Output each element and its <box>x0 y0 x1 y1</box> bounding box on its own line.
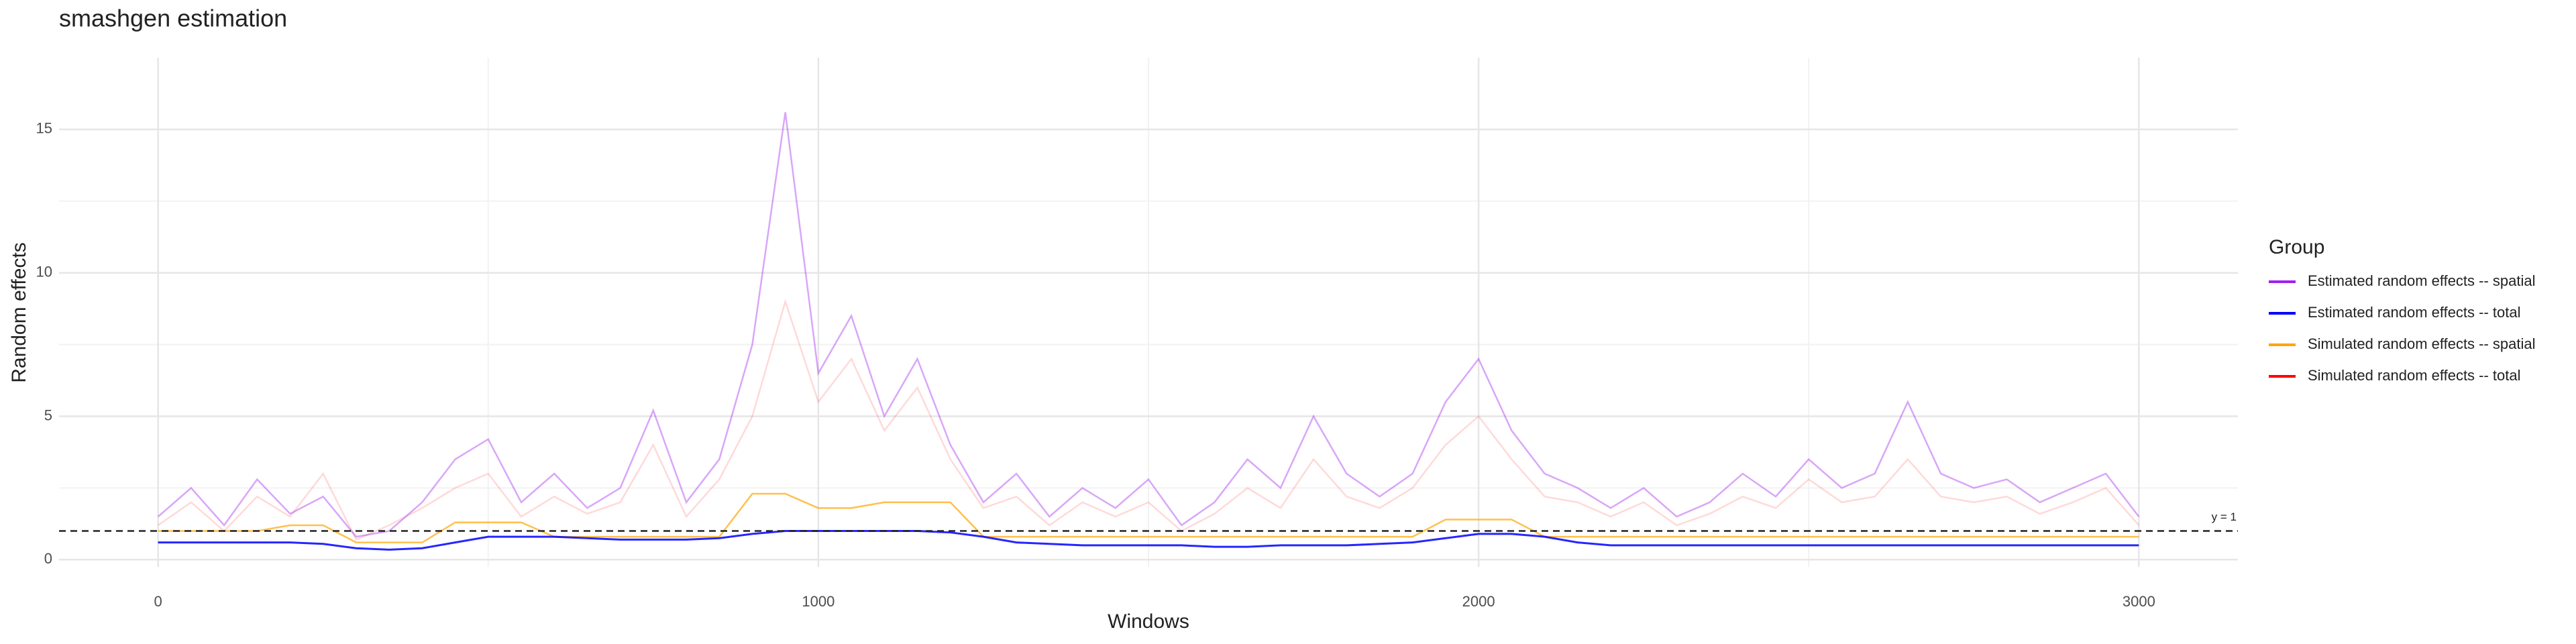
legend-label: Simulated random effects -- spatial <box>2308 335 2536 352</box>
series-line <box>158 492 2139 543</box>
x-tick-label: 2000 <box>1462 593 1495 610</box>
x-tick-label: 1000 <box>802 593 835 610</box>
x-tick-label: 3000 <box>2123 593 2155 610</box>
x-axis-label: Windows <box>1108 610 1189 633</box>
series-line <box>157 112 2140 538</box>
reference-label: y = 1 <box>2212 511 2237 523</box>
y-tick-label: 5 <box>44 407 52 423</box>
y-tick-label: 0 <box>44 550 52 567</box>
x-tick-label: 0 <box>154 593 162 610</box>
series-line <box>157 299 2140 541</box>
chart-title: smashgen estimation <box>59 5 287 32</box>
y-tick-label: 15 <box>36 120 52 137</box>
y-tick-label: 10 <box>36 264 52 280</box>
legend-title: Group <box>2269 236 2324 258</box>
legend-label: Estimated random effects -- total <box>2308 304 2521 321</box>
legend-label: Estimated random effects -- spatial <box>2308 272 2536 289</box>
legend-label: Simulated random effects -- total <box>2308 367 2521 384</box>
y-axis-label: Random effects <box>8 242 30 383</box>
series-line <box>158 530 2139 551</box>
